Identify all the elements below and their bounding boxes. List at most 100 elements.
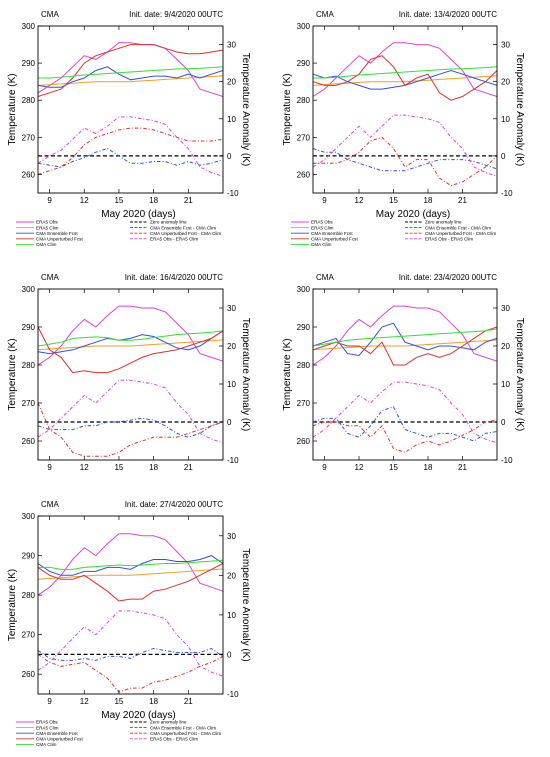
- chart-panel-1: CMA Init. date: 9/4/2020 00UTC 9 12 15 18 21 26…: [7, 10, 251, 247]
- model-label: CMA: [41, 500, 59, 509]
- series-line-7: [37, 147, 224, 168]
- y2-tick-label: 0: [227, 650, 232, 659]
- x-tick-label: 15: [389, 196, 398, 205]
- series-line-4: [312, 55, 498, 101]
- y-tick-label: 270: [22, 133, 36, 142]
- legend-label: CMA Unperturbed Fcst - CMA Clim: [150, 731, 221, 736]
- y-tick-label: 280: [22, 361, 36, 370]
- y2-tick-label: 0: [227, 418, 232, 427]
- legend-label: ERA5 Obs: [311, 220, 333, 225]
- y-tick-label: 280: [22, 96, 36, 105]
- chart-panel-3: CMA Init. date: 16/4/2020 00UTC 9 12 15 18 21 2…: [7, 273, 251, 472]
- series-line-1: [37, 305, 224, 366]
- series-line-3: [37, 555, 224, 576]
- series-line-5: [313, 66, 498, 79]
- series-line-2: [37, 568, 224, 580]
- x-tick-label: 21: [458, 196, 467, 205]
- y2-axis-title: Temperature Anomaly (K): [514, 53, 525, 166]
- y2-tick-label: 10: [501, 115, 510, 124]
- chart-title: Init. date: 9/4/2020 00UTC: [129, 10, 223, 19]
- chart-panel-2: CMA Init. date: 13/4/2020 00UTC 9 12 15 18 21 2…: [282, 10, 525, 247]
- series-line-2: [37, 339, 224, 351]
- series-line-7: [312, 148, 498, 172]
- x-tick-label: 9: [47, 697, 52, 706]
- y-tick-label: 270: [297, 133, 311, 142]
- y2-tick-label: 20: [501, 342, 510, 351]
- series-line-8: [37, 127, 224, 175]
- x-tick-label: 9: [47, 196, 52, 205]
- y-tick-label: 300: [22, 512, 36, 521]
- y-tick-label: 280: [22, 591, 36, 600]
- y2-tick-label: 0: [501, 152, 506, 161]
- series-line-8: [313, 136, 498, 187]
- x-axis-title: May 2020 (days): [376, 209, 450, 220]
- y2-tick-label: -10: [227, 189, 239, 198]
- y2-tick-label: 30: [501, 41, 510, 50]
- y2-axis-title: Temperature Anomaly (K): [240, 548, 251, 661]
- x-tick-label: 21: [458, 463, 467, 472]
- y-tick-label: 260: [22, 437, 36, 446]
- series-line-4: [312, 326, 498, 366]
- y2-axis-title: Temperature Anomaly (K): [240, 53, 251, 166]
- x-tick-label: 12: [80, 196, 89, 205]
- legend-label: CMA Ensemble Fcst: [36, 231, 78, 236]
- x-tick-label: 15: [114, 463, 123, 472]
- legend-label: ERA5 Clim: [36, 725, 59, 730]
- y-tick-label: 290: [22, 323, 36, 332]
- series-line-3: [312, 322, 498, 357]
- y2-tick-label: 20: [227, 78, 236, 87]
- series-line-1: [312, 42, 498, 97]
- y-tick-label: 300: [297, 22, 311, 31]
- series-line-3: [37, 330, 224, 355]
- x-axis-title: May 2020 (days): [101, 710, 175, 721]
- y-axis-title: Temperature (K): [7, 338, 18, 410]
- series-line-8: [37, 653, 224, 693]
- x-tick-label: 15: [114, 697, 123, 706]
- x-axis-title: May 2020 (days): [101, 209, 175, 220]
- chart-panel-4: CMA Init. date: 23/4/2020 00UTC 9 12 15 18 21 2…: [282, 273, 525, 472]
- series-line-9: [37, 379, 224, 444]
- legend-label: ERA5 Obs - ERA5 Clim: [425, 237, 473, 242]
- legend-label: CMA Clim: [311, 242, 332, 247]
- y2-tick-label: 30: [227, 532, 236, 541]
- series-line-9: [37, 116, 224, 177]
- y2-tick-label: 0: [501, 418, 506, 427]
- x-tick-label: 12: [355, 463, 364, 472]
- plot-frame: [312, 288, 498, 461]
- legend-label: Zero anomaly line: [150, 220, 187, 225]
- legend-label: ERA5 Obs - ERA5 Clim: [150, 737, 198, 742]
- legend-label: CMA Ensemble Fcst: [311, 231, 353, 236]
- series-line-1: [37, 42, 224, 97]
- series-line-1: [37, 533, 224, 596]
- y-tick-label: 260: [22, 170, 36, 179]
- y-axis-title: Temperature (K): [282, 73, 293, 145]
- y-tick-label: 290: [22, 552, 36, 561]
- plot-frame: [312, 25, 498, 194]
- x-tick-label: 21: [184, 196, 193, 205]
- y-tick-label: 290: [297, 59, 311, 68]
- y2-tick-label: 20: [227, 571, 236, 580]
- series-line-4: [37, 326, 224, 374]
- y2-tick-label: 20: [227, 342, 236, 351]
- chart-panel-5: CMA Init. date: 27/4/2020 00UTC 9 12 15 18 21 2…: [7, 500, 251, 747]
- y-tick-label: 270: [22, 399, 36, 408]
- chart-title: Init. date: 13/4/2020 00UTC: [399, 10, 498, 19]
- series-line-9: [312, 114, 498, 177]
- y-axis-title: Temperature (K): [7, 569, 18, 641]
- legend-label: CMA Clim: [36, 242, 57, 247]
- y2-tick-label: 10: [227, 115, 236, 124]
- x-tick-label: 18: [424, 463, 433, 472]
- y2-tick-label: -10: [227, 690, 239, 699]
- legend-label: CMA Unperturbed Fcst: [36, 737, 83, 742]
- y-axis-title: Temperature (K): [282, 338, 293, 410]
- y-tick-label: 280: [297, 96, 311, 105]
- chart-title: Init. date: 16/4/2020 00UTC: [125, 273, 224, 282]
- y2-axis-title: Temperature Anomaly (K): [240, 318, 251, 431]
- y-tick-label: 270: [297, 399, 311, 408]
- legend-label: CMA Ensemble Fcst - CMA Clim: [150, 225, 216, 230]
- x-tick-label: 21: [184, 697, 193, 706]
- legend-label: CMA Ensemble Fcst - CMA Clim: [150, 725, 216, 730]
